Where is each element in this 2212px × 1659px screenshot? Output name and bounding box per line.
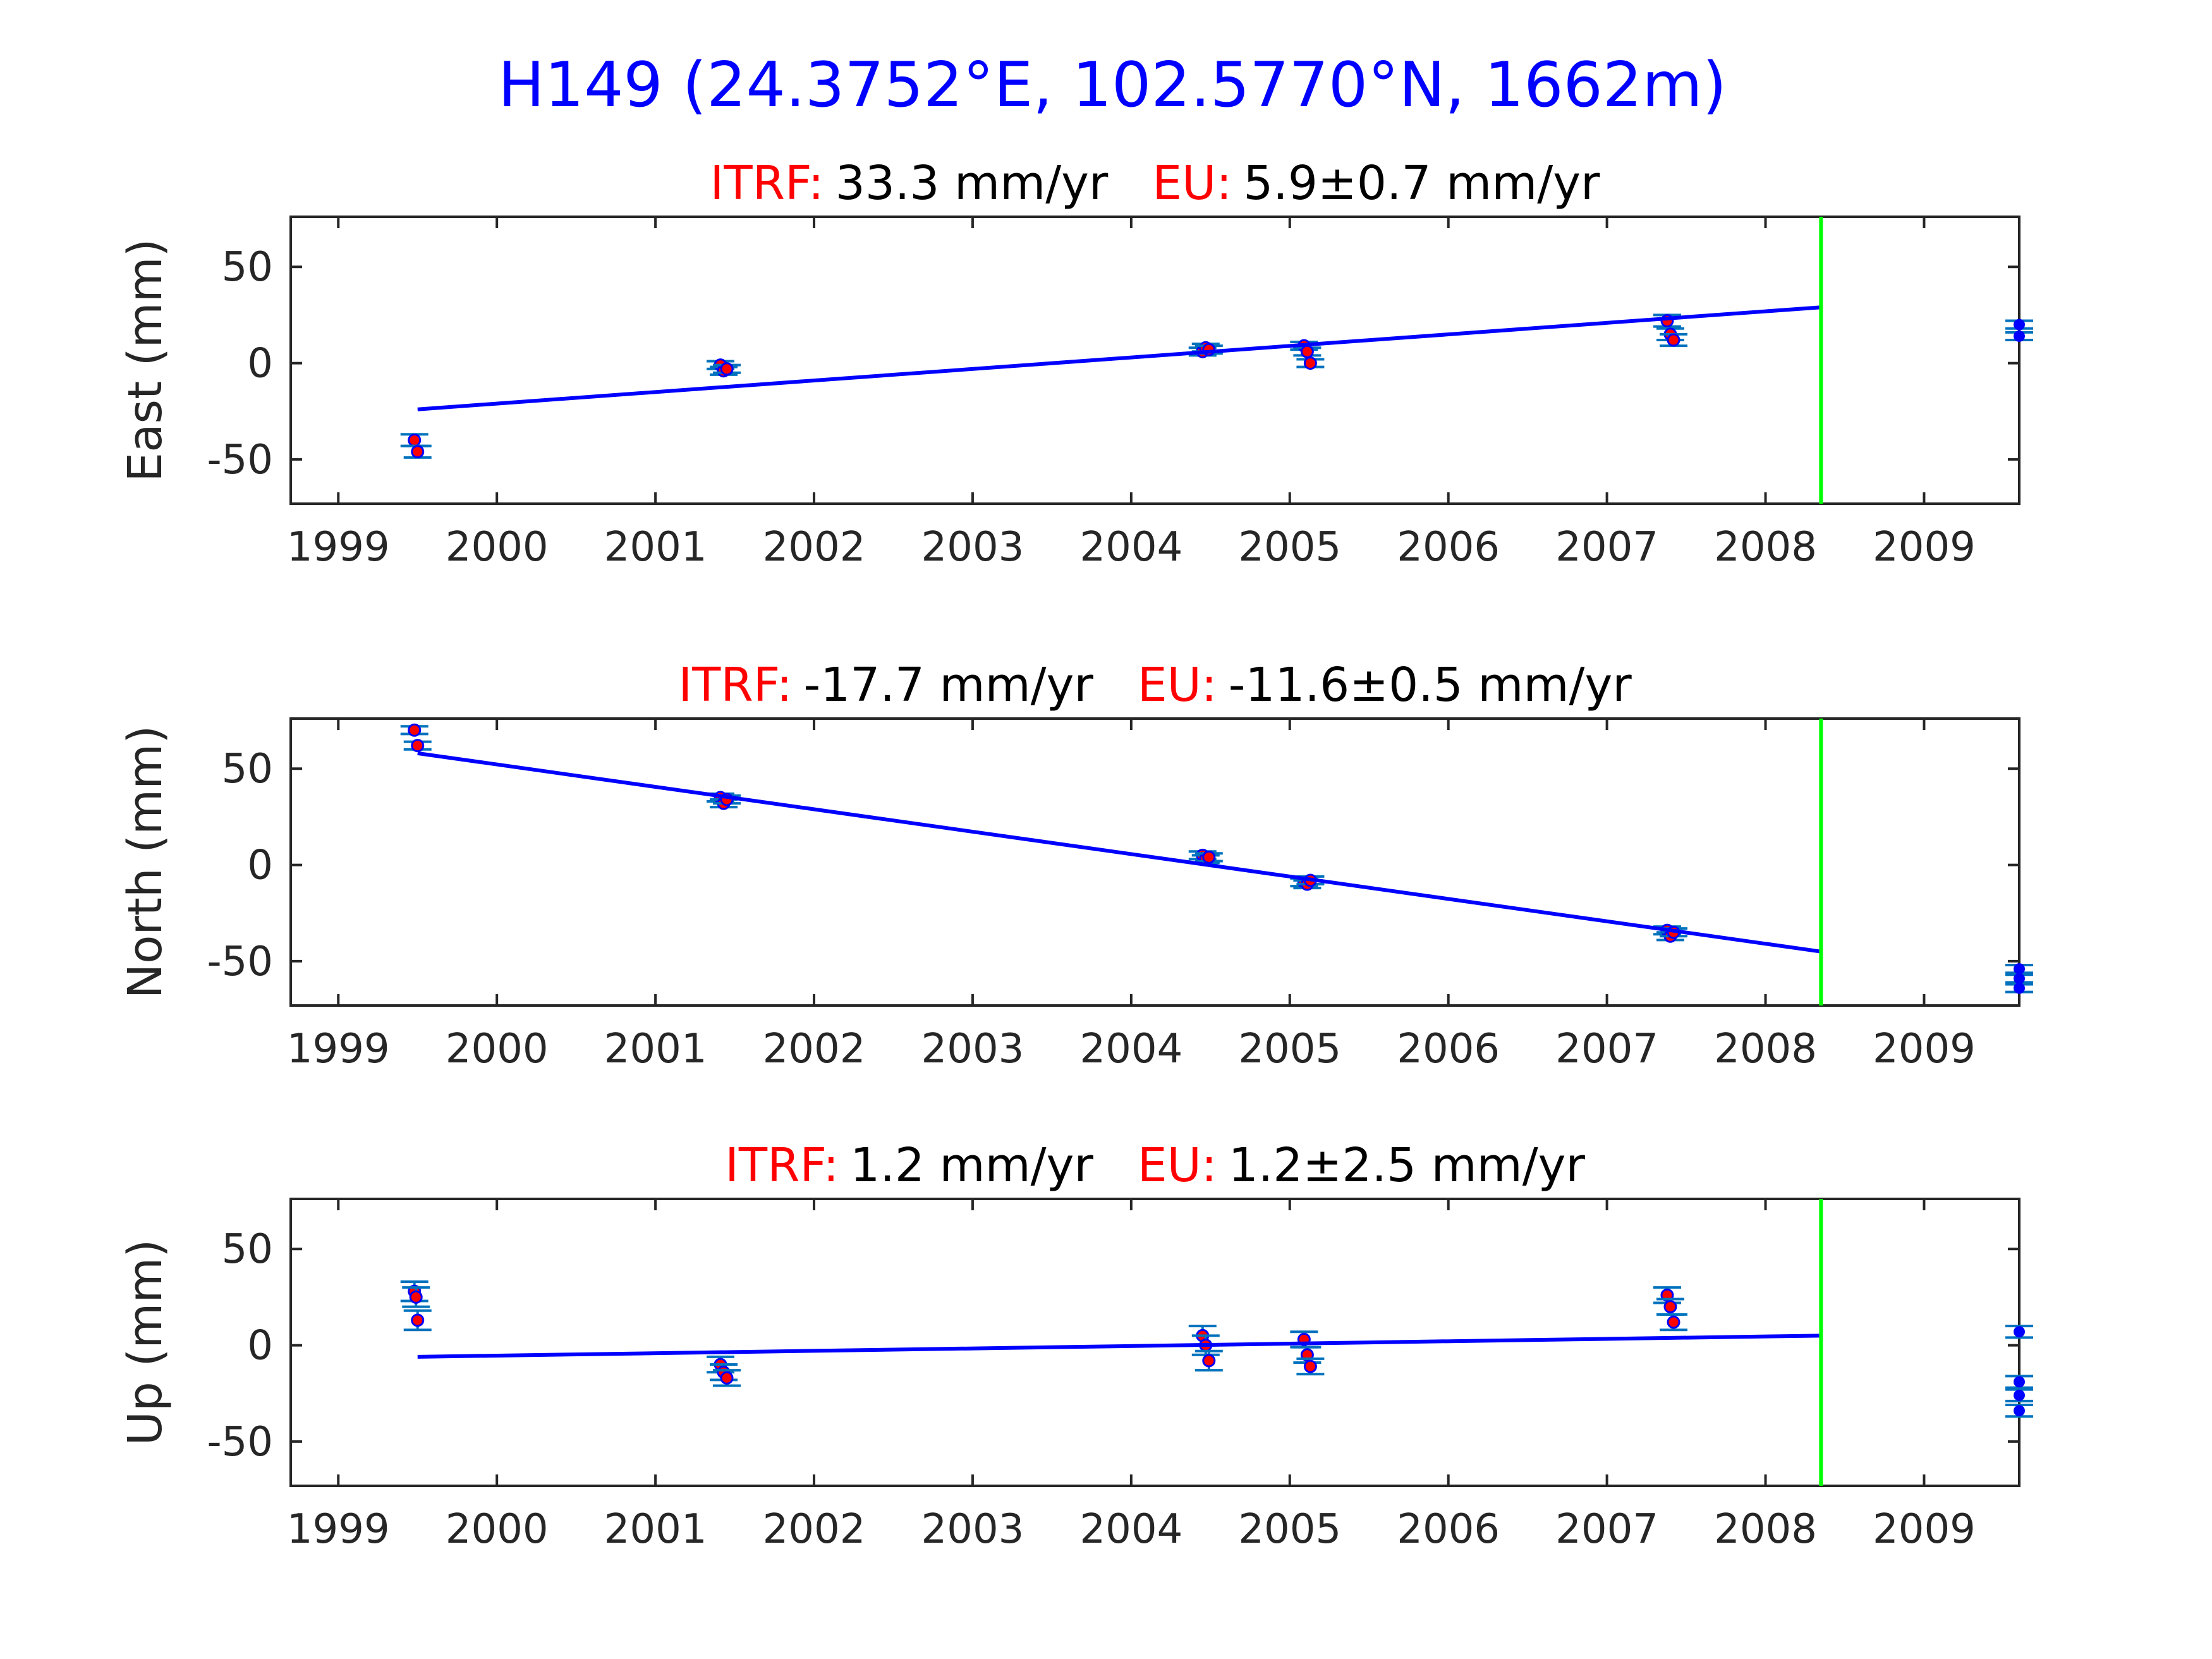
y-tick-label: 50 (222, 746, 273, 793)
projected-point (2014, 1376, 2025, 1388)
observed-point (1202, 1354, 1216, 1368)
x-tick-label: 2009 (1873, 1506, 1976, 1553)
x-tick-label: 1999 (287, 1506, 390, 1553)
observed-point (1202, 850, 1216, 864)
y-axis-label: North (mm) (118, 726, 173, 999)
observed-point (411, 1313, 425, 1327)
panel-subtitle: ITRF: 1.2 mm/yr EU: 1.2±2.5 mm/yr (725, 1138, 1585, 1193)
observed-point (1667, 333, 1680, 347)
x-tick-label: 2004 (1079, 524, 1182, 571)
plot-frame (289, 1198, 2021, 1487)
y-axis-label: Up (mm) (118, 1239, 173, 1446)
eu-value: 5.9±0.7 mm/yr (1243, 156, 1600, 210)
x-tick-label: 2007 (1555, 1026, 1658, 1073)
observed-point (1663, 1300, 1677, 1314)
x-tick-label: 2005 (1238, 1026, 1341, 1073)
observed-point (1303, 356, 1317, 370)
x-tick-label: 2002 (763, 1026, 866, 1073)
x-tick-label: 2009 (1873, 524, 1976, 571)
projected-point (2014, 1326, 2025, 1338)
itrf-value: 33.3 mm/yr (836, 156, 1109, 210)
x-tick-label: 2008 (1714, 1026, 1817, 1073)
projected-point (2014, 982, 2025, 994)
itrf-label: ITRF: (678, 658, 792, 712)
figure-title: H149 (24.3752°E, 102.5770°N, 1662m) (498, 49, 1727, 121)
y-tick-label: 0 (247, 842, 273, 889)
projected-point (2014, 319, 2025, 331)
x-tick-label: 2001 (604, 1026, 707, 1073)
panel-subtitle: ITRF: 33.3 mm/yr EU: 5.9±0.7 mm/yr (710, 156, 1600, 210)
x-tick-label: 2008 (1714, 524, 1817, 571)
eu-label: EU: (1138, 658, 1217, 712)
plot-frame (289, 216, 2021, 505)
x-tick-label: 1999 (287, 1026, 390, 1073)
eu-value: 1.2±2.5 mm/yr (1229, 1138, 1586, 1193)
panel-subtitle: ITRF: -17.7 mm/yr EU: -11.6±0.5 mm/yr (678, 658, 1632, 712)
y-tick-label: -50 (207, 939, 273, 985)
y-axis-label: East (mm) (118, 238, 173, 482)
observed-point (411, 739, 425, 753)
observed-point (408, 723, 422, 737)
panel-1: ITRF: 33.3 mm/yr EU: 5.9±0.7 mm/yr 1999 2000 2… (118, 156, 2033, 571)
y-tick-label: 50 (222, 1226, 273, 1273)
observed-point (1303, 1359, 1317, 1373)
eu-label: EU: (1152, 156, 1232, 210)
x-tick-label: 1999 (287, 524, 390, 571)
x-tick-label: 2002 (763, 524, 866, 571)
x-tick-label: 2006 (1397, 1506, 1500, 1553)
y-tick-label: -50 (207, 437, 273, 483)
panel-3: ITRF: 1.2 mm/yr EU: 1.2±2.5 mm/yr 1999 2000 20… (118, 1138, 2033, 1553)
x-tick-label: 2007 (1555, 524, 1658, 571)
trend-line (417, 1334, 1821, 1359)
eu-label: EU: (1138, 1138, 1217, 1193)
x-tick-label: 2003 (921, 524, 1024, 571)
y-tick-label: 0 (247, 341, 273, 387)
panel-2: ITRF: -17.7 mm/yr EU: -11.6±0.5 mm/yr 1999 20… (118, 658, 2033, 1073)
x-tick-label: 2000 (446, 524, 549, 571)
x-tick-label: 2004 (1079, 1026, 1182, 1073)
x-tick-label: 2000 (446, 1506, 549, 1553)
observed-point (408, 433, 422, 447)
x-tick-label: 2003 (921, 1026, 1024, 1073)
y-tick-label: 50 (222, 244, 273, 291)
projected-point (2014, 1389, 2025, 1401)
x-tick-label: 2003 (921, 1506, 1024, 1553)
observed-point (409, 1290, 423, 1304)
x-tick-label: 2000 (446, 1026, 549, 1073)
eu-value: -11.6±0.5 mm/yr (1229, 658, 1632, 712)
x-tick-label: 2005 (1238, 524, 1341, 571)
itrf-value: 1.2 mm/yr (850, 1138, 1093, 1193)
observed-point (720, 1371, 734, 1385)
x-tick-label: 2006 (1397, 524, 1500, 571)
observed-point (720, 362, 734, 376)
y-tick-label: 0 (247, 1323, 273, 1370)
itrf-value: -17.7 mm/yr (804, 658, 1094, 712)
x-tick-label: 2001 (604, 524, 707, 571)
x-tick-label: 2008 (1714, 1506, 1817, 1553)
x-tick-label: 2002 (763, 1506, 866, 1553)
x-tick-label: 2009 (1873, 1026, 1976, 1073)
x-tick-label: 2001 (604, 1506, 707, 1553)
itrf-label: ITRF: (725, 1138, 839, 1193)
projected-point (2014, 973, 2025, 985)
trend-line (417, 305, 1821, 411)
y-tick-label: -50 (207, 1419, 273, 1466)
trend-line (417, 751, 1821, 954)
observed-point (411, 445, 425, 459)
x-tick-label: 2004 (1079, 1506, 1182, 1553)
plot-frame (289, 717, 2021, 1007)
x-tick-label: 2005 (1238, 1506, 1341, 1553)
projected-point (2014, 1405, 2025, 1417)
x-tick-label: 2006 (1397, 1026, 1500, 1073)
projected-point (2014, 330, 2025, 342)
x-tick-label: 2007 (1555, 1506, 1658, 1553)
observed-point (1667, 1315, 1680, 1329)
projected-point (2014, 963, 2025, 975)
itrf-label: ITRF: (710, 156, 824, 210)
observed-point (1300, 344, 1314, 358)
